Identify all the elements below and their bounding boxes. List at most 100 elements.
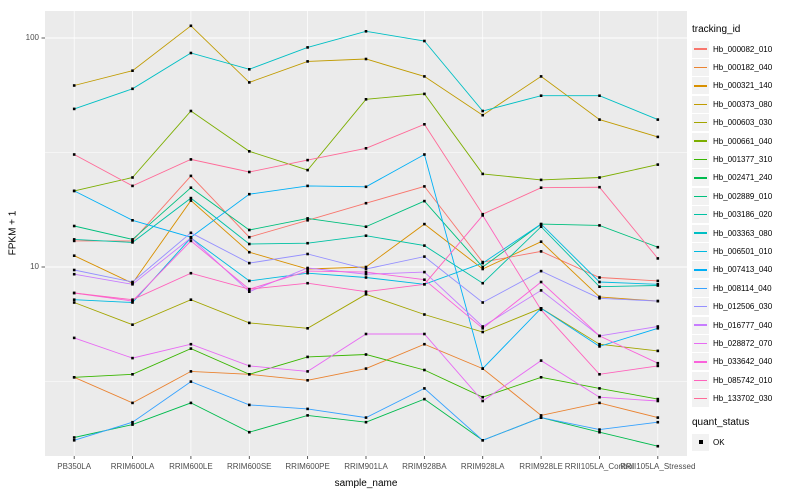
data-point [306,370,309,373]
data-point [539,416,543,419]
data-point [306,219,309,222]
x-axis-title: sample_name [334,478,398,489]
legend-line-swatch-icon [694,66,707,69]
data-point [189,239,193,243]
data-point [598,428,601,431]
data-point [364,267,368,271]
data-point [423,244,426,247]
data-point [364,290,368,293]
data-point [248,170,251,174]
data-point [306,241,309,245]
data-point [364,30,368,33]
data-point [131,241,134,244]
data-point [306,158,309,162]
legend-entry: Hb_000082_010 [692,40,798,58]
data-point [131,373,134,376]
data-point [248,150,251,153]
data-point [248,250,251,254]
data-point [131,356,134,360]
legend-entry-label: Hb_012506_030 [713,302,773,312]
data-point [656,327,660,330]
legend-line-swatch-icon [694,269,707,271]
legend-key [692,95,709,113]
data-point [72,224,76,228]
y-tick-label: 100 [25,33,39,42]
data-point [248,403,251,407]
data-point [189,51,193,55]
legend-tracking-id-entries: Hb_000082_010 Hb_000182_040 Hb_000321_140 H… [692,40,798,408]
legend-line-swatch-icon [694,48,707,50]
legend-entry: Hb_000182_040 [692,58,798,77]
data-point [656,279,660,283]
data-point [539,225,543,228]
data-point [656,397,660,401]
data-point [423,368,426,372]
data-point [72,439,76,442]
data-point [481,301,484,304]
data-point [364,185,368,189]
legend-entry-label: Hb_008114_040 [713,283,772,293]
data-point [423,283,426,286]
legend-entry: Hb_000373_080 [692,95,798,113]
data-point [364,276,368,279]
legend-key [692,132,709,150]
legend-key [692,77,709,95]
data-point [131,423,134,426]
legend-entry-label: Hb_085742_010 [713,375,773,385]
data-point [306,60,309,63]
legend-entry-label: Hb_006501_010 [713,246,773,256]
data-point [481,325,484,328]
legend-key [692,206,709,224]
data-point [248,364,251,368]
data-point [598,280,601,284]
data-point [598,176,601,179]
legend-line-swatch-icon [694,379,707,381]
legend-entry-label: Hb_003186_020 [713,210,773,220]
data-point [248,228,251,232]
data-point [131,301,134,304]
data-point [189,158,193,161]
data-point [481,281,484,285]
data-point [72,336,76,340]
legend-entry: Hb_000661_040 [692,132,798,150]
data-point [423,123,426,126]
legend-entry-label: Hb_002471_240 [713,173,773,183]
data-point [72,189,76,193]
data-point [423,153,426,156]
data-point [656,299,660,303]
data-point [539,269,543,273]
data-point [656,163,660,166]
data-point [131,420,134,424]
legend-entry: Hb_003186_020 [692,206,798,224]
legend-entry: Hb_002471_240 [692,169,798,187]
data-point [189,401,193,405]
legend-entry: Hb_008114_040 [692,279,798,297]
legend-key [692,187,709,205]
data-point [364,201,368,205]
data-point [539,186,543,189]
data-point [364,416,368,419]
data-point [131,219,134,222]
legend-key [692,371,709,389]
data-point [189,186,193,189]
data-point [656,361,660,365]
data-point [72,301,76,304]
data-point [423,92,426,96]
x-tick-label: PB350LA [57,462,92,471]
data-point [131,238,134,241]
data-point [248,192,251,196]
data-point [72,107,76,111]
x-tick-label: RRII105LA_Control [564,462,635,471]
data-point [248,81,251,84]
data-point [656,135,660,139]
legend-quant-status: quant_status OK [692,417,798,451]
data-point [189,24,193,28]
data-point [364,270,368,274]
data-point [131,298,134,301]
data-point [423,222,426,226]
data-point [189,231,193,235]
x-tick-label: RRIM901LA [344,462,388,471]
legend-line-swatch-icon [694,250,707,253]
legend-entry-label: Hb_003363_080 [713,228,773,238]
data-point [306,266,309,270]
